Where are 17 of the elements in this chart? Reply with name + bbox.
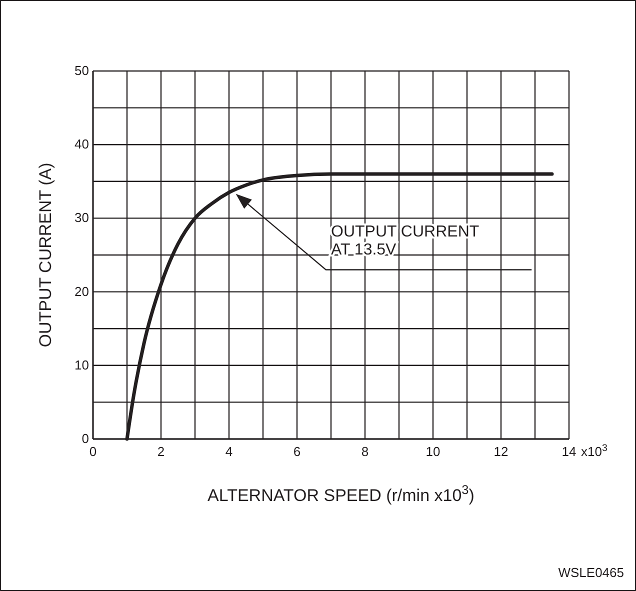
y-tick-label: 50 bbox=[74, 63, 89, 78]
x-tick-label: 4 bbox=[225, 444, 233, 459]
y-axis-title: OUTPUT CURRENT (A) bbox=[36, 162, 55, 348]
y-tick-label: 20 bbox=[74, 284, 89, 299]
text: WSLE0465 bbox=[558, 565, 624, 580]
x-tick-label: 12 bbox=[494, 444, 508, 459]
x-tick-label: 6 bbox=[293, 444, 301, 459]
y-tick-label: 10 bbox=[74, 357, 89, 372]
x-tick-label: 2 bbox=[157, 444, 165, 459]
x-tick-label: 14 bbox=[562, 444, 576, 459]
text: x10$^{3}$ bbox=[581, 442, 608, 459]
y-tick-label: 30 bbox=[74, 210, 89, 226]
x-axis-title: ALTERNATOR SPEED (r/min x10$^{3}$) bbox=[208, 482, 474, 505]
y-tick-label: 40 bbox=[74, 136, 89, 152]
x-tick-label: 8 bbox=[361, 444, 369, 459]
y-tick-label: 0 bbox=[82, 431, 89, 446]
x-tick-label: 10 bbox=[426, 444, 440, 459]
